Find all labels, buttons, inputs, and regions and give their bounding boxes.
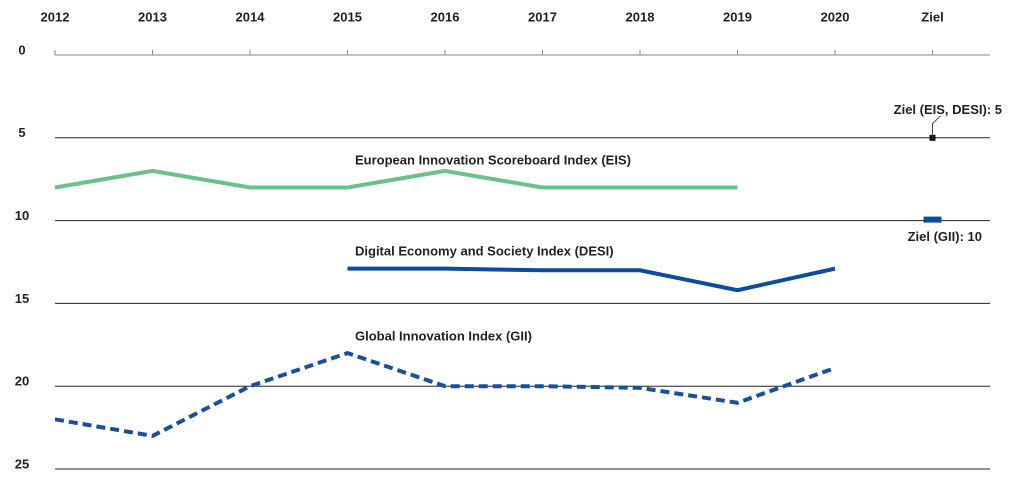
x-tick-label: 2015 (333, 9, 362, 24)
target-label: Ziel (GII): 10 (908, 229, 982, 244)
x-tick-label: 2013 (138, 9, 167, 24)
x-tick-label: 2017 (528, 9, 557, 24)
series-label: European Innovation Scoreboard Index (EI… (355, 152, 631, 167)
y-tick-label: 10 (15, 208, 29, 223)
y-tick-label: 5 (18, 125, 25, 140)
series-label: Global Innovation Index (GII) (355, 328, 532, 343)
leader-line (932, 115, 941, 138)
y-tick-label: 15 (15, 291, 29, 306)
series-line (347, 266, 836, 293)
y-tick-label: 25 (15, 456, 29, 471)
x-tick-label: 2020 (821, 9, 850, 24)
y-tick-label: 20 (15, 374, 29, 389)
x-tick-label: 2019 (723, 9, 752, 24)
series-label: Digital Economy and Society Index (DESI) (355, 243, 614, 258)
x-tick-label: 2014 (236, 9, 266, 24)
target-marker (923, 216, 942, 223)
series-line (54, 350, 836, 438)
series-line (54, 168, 738, 190)
x-tick-label: 2016 (431, 9, 460, 24)
x-tick-label: 2018 (626, 9, 655, 24)
target-label: Ziel (EIS, DESI): 5 (894, 102, 1002, 117)
x-tick-label: 2012 (41, 9, 70, 24)
x-tick-label: Ziel (921, 9, 943, 24)
y-tick-label: 0 (18, 42, 25, 57)
